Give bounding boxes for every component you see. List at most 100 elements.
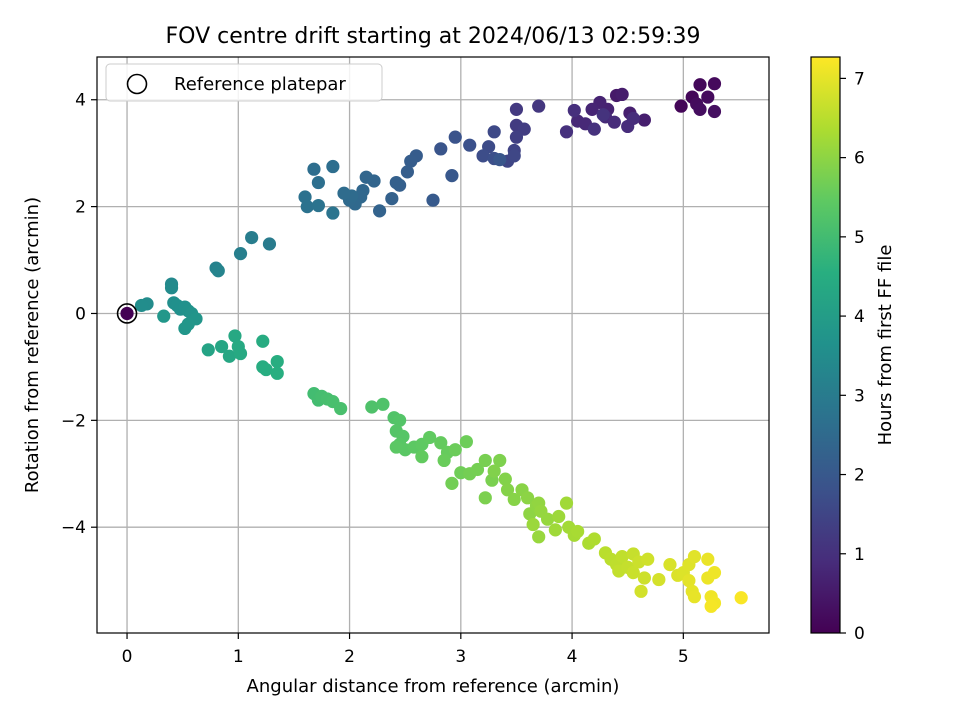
- data-point: [532, 99, 546, 113]
- data-point: [487, 125, 501, 139]
- data-point: [509, 130, 524, 144]
- data-point: [532, 530, 546, 544]
- data-point: [448, 130, 462, 144]
- data-point: [400, 165, 415, 179]
- x-tick-label: 4: [567, 647, 578, 667]
- data-point: [498, 472, 512, 486]
- plot-background: [97, 57, 769, 633]
- data-point: [548, 523, 562, 537]
- data-point: [245, 231, 259, 245]
- data-point: [389, 440, 403, 454]
- data-point: [259, 362, 273, 377]
- chart-title: FOV centre drift starting at 2024/06/13 …: [166, 24, 701, 49]
- x-tick-label: 3: [455, 647, 466, 667]
- data-point: [434, 142, 448, 156]
- data-point: [445, 476, 459, 490]
- data-point: [559, 125, 574, 139]
- legend-box: [105, 63, 383, 102]
- data-point: [641, 552, 655, 566]
- colorbar-ticks: 0 1 2 3 4 5 6 7: [840, 69, 865, 644]
- data-point: [567, 103, 581, 118]
- data-point: [634, 584, 648, 598]
- y-tick-label: −4: [61, 518, 86, 538]
- colorbar: 0 1 2 3 4 5 6 7 Hours from first FF file: [810, 56, 896, 644]
- data-point: [476, 149, 490, 163]
- data-point: [652, 572, 666, 587]
- y-axis-ticks: −4 −2 0 2 4: [61, 91, 97, 538]
- data-point: [540, 512, 555, 526]
- data-point: [478, 491, 492, 505]
- data-point: [507, 149, 521, 163]
- data-point: [626, 111, 640, 126]
- x-tick-label: 0: [122, 647, 133, 667]
- data-point: [215, 340, 229, 354]
- data-point: [470, 462, 485, 477]
- data-point: [311, 175, 326, 190]
- colorbar-tick-label: 7: [854, 69, 865, 89]
- data-point: [693, 102, 707, 116]
- data-point: [637, 571, 651, 585]
- data-point: [233, 247, 248, 261]
- data-point: [615, 549, 629, 564]
- data-point: [228, 329, 242, 343]
- data-point: [463, 138, 477, 152]
- legend-label-reference: Reference platepar: [174, 74, 346, 95]
- data-point: [487, 464, 501, 478]
- data-point: [426, 193, 440, 207]
- y-tick-label: 2: [75, 198, 86, 218]
- data-points: [134, 77, 748, 613]
- data-point: [201, 343, 215, 357]
- data-point: [701, 552, 715, 566]
- data-point: [520, 491, 535, 505]
- data-point: [500, 483, 515, 497]
- data-point: [256, 334, 270, 348]
- colorbar-tick-label: 6: [854, 149, 865, 169]
- data-point: [326, 206, 340, 220]
- y-tick-label: 4: [75, 91, 86, 111]
- data-point: [493, 152, 507, 167]
- data-point: [270, 366, 284, 380]
- plot-frame: [96, 56, 770, 634]
- colorbar-tick-label: 3: [854, 386, 865, 406]
- y-tick-label: −2: [61, 411, 86, 431]
- data-point: [707, 104, 722, 119]
- data-point: [385, 191, 399, 206]
- colorbar-tick-label: 5: [854, 228, 865, 248]
- data-point: [707, 77, 722, 91]
- data-point: [585, 102, 599, 116]
- data-point: [448, 443, 462, 457]
- colorbar-tick-label: 2: [854, 466, 865, 486]
- x-tick-label: 2: [344, 647, 355, 667]
- data-point: [262, 237, 277, 251]
- colorbar-tick-label: 0: [854, 624, 865, 644]
- data-point: [493, 453, 507, 468]
- data-point: [596, 108, 610, 122]
- data-point: [311, 198, 326, 213]
- data-point: [507, 492, 521, 507]
- data-point: [233, 346, 248, 361]
- legend: Reference platepar: [105, 63, 383, 102]
- data-point: [559, 496, 574, 510]
- data-point: [509, 102, 524, 116]
- data-point: [423, 430, 437, 445]
- y-axis-label: Rotation from reference (arcmin): [22, 197, 43, 493]
- data-point: [134, 298, 149, 313]
- colorbar-tick-label: 1: [854, 545, 865, 565]
- data-point: [307, 162, 321, 176]
- data-point: [211, 264, 225, 278]
- data-point: [437, 453, 451, 468]
- data-point: [445, 169, 459, 183]
- x-axis-label: Angular distance from reference (arcmin): [247, 676, 620, 697]
- data-point: [222, 349, 236, 363]
- data-point: [571, 524, 585, 539]
- data-point: [270, 354, 284, 369]
- data-point: [334, 401, 348, 416]
- data-point: [376, 397, 390, 411]
- data-point: [704, 599, 718, 613]
- plot-area: [96, 56, 770, 634]
- data-point: [389, 175, 403, 190]
- data-point: [663, 558, 677, 572]
- data-point: [734, 591, 748, 605]
- x-axis-ticks: 0 1 2 3 4 5: [122, 633, 689, 667]
